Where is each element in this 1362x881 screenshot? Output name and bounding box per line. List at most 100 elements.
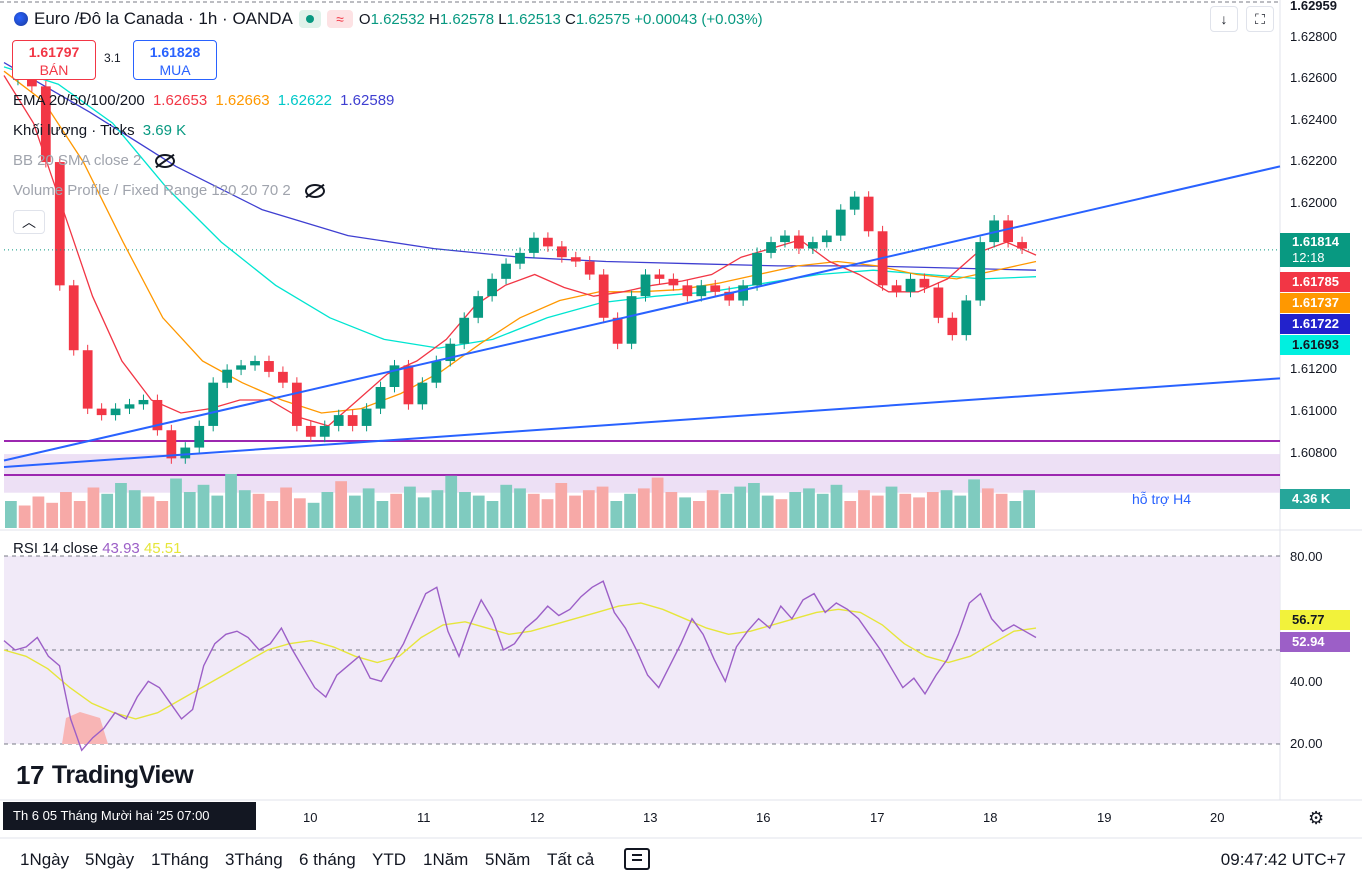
candle-body (264, 361, 274, 372)
volume-bar (87, 487, 100, 528)
hidden-eye-icon[interactable] (155, 154, 176, 169)
price-axis-label: 1.60800 (1290, 445, 1337, 460)
volume-bar (926, 492, 939, 528)
volume-bar (183, 492, 196, 528)
sell-button[interactable]: 1.61797 BÁN (12, 40, 96, 80)
candle-body (724, 291, 735, 301)
change-value: +0.00043 (+0.03%) (634, 10, 763, 28)
candle-body (947, 317, 958, 336)
volume-bar (197, 484, 210, 528)
candle-body (612, 317, 623, 344)
symbol-title[interactable]: Euro /Đô la Canada · 1h · OANDA (34, 9, 293, 28)
hidden-eye-icon[interactable] (304, 184, 325, 199)
buy-button[interactable]: 1.61828 MUA (133, 40, 217, 80)
candle-body (431, 361, 442, 383)
download-icon[interactable]: ↓ (1210, 6, 1238, 32)
rsi-band (4, 556, 1280, 744)
wave-indicator-icon[interactable]: ≈ (326, 10, 353, 28)
settings-gear-icon[interactable]: ⚙ (1308, 808, 1325, 828)
volume-bar (706, 490, 719, 528)
tradingview-logo[interactable]: 17 TradingView (16, 760, 194, 791)
volume-profile-legend[interactable]: Volume Profile / Fixed Range 120 20 70 2 (13, 182, 329, 199)
fullscreen-icon[interactable]: ⛶ (1246, 6, 1274, 32)
candle-body (27, 75, 37, 87)
ema50-value: 1.62663 (215, 92, 270, 109)
candle-body (682, 285, 693, 297)
volume-bar (46, 502, 59, 528)
candle-body (752, 252, 762, 286)
volume-bar (954, 495, 967, 528)
volume-bar (390, 493, 403, 528)
time-axis-label: 18 (983, 810, 998, 825)
high-label: H (428, 10, 440, 28)
rsi-value: 43.93 (102, 540, 140, 557)
candle-body (919, 278, 930, 288)
candle-body (501, 263, 511, 279)
candle-body (138, 399, 149, 405)
range-button[interactable]: 1Năm (423, 850, 469, 869)
range-button[interactable]: YTD (372, 850, 406, 869)
vp-label: Volume Profile / Fixed Range 120 20 70 2 (13, 182, 291, 199)
candle-body (417, 382, 428, 405)
range-button[interactable]: 1Ngày (20, 850, 70, 869)
volume-bar (101, 493, 114, 528)
volume-bar (307, 502, 320, 528)
clock-timezone[interactable]: 09:47:42 UTC+7 (1220, 850, 1346, 869)
range-button[interactable]: 3Tháng (225, 850, 283, 869)
date-range-calendar-icon[interactable] (624, 848, 650, 870)
rsi-label: RSI 14 close (13, 540, 99, 557)
candle-body (305, 425, 316, 437)
candle-body (459, 317, 470, 344)
spread-value: 3.1 (104, 51, 121, 65)
candle-body (668, 278, 679, 286)
price-axis-label: 1.62959 (1290, 0, 1337, 13)
volume-bar (775, 499, 788, 528)
candle-body (640, 274, 651, 297)
candle-body (598, 274, 609, 318)
rsi-ma-value: 45.51 (143, 540, 182, 557)
buy-label: MUA (159, 62, 191, 78)
candle-body (166, 430, 177, 459)
candle-body (696, 285, 707, 297)
currency-flag-icon (14, 12, 28, 26)
candle-body (124, 404, 135, 409)
volume-bar (1009, 501, 1022, 528)
candle-body (82, 350, 93, 409)
volume-bar (32, 496, 45, 528)
volume-bar (1023, 490, 1035, 528)
candle-body (375, 386, 386, 409)
volume-bar (844, 501, 857, 528)
bb-legend[interactable]: BB 20 SMA close 2 (13, 152, 179, 169)
candle-body (40, 86, 51, 163)
ema100-tag: 1.61693 (1280, 335, 1350, 355)
time-axis-label: 13 (643, 810, 658, 825)
bar-countdown: 12:18 (1292, 250, 1325, 265)
volume-bar (486, 501, 499, 528)
candle-body (863, 196, 874, 232)
ema-label: EMA 20/50/100/200 (13, 92, 145, 109)
market-open-icon[interactable] (298, 10, 321, 28)
volume-bar (803, 488, 815, 528)
candle-body (152, 399, 163, 431)
rsi-ma-tag: 56.77 (1280, 610, 1350, 630)
low-value: 1.62513 (506, 10, 561, 28)
range-button[interactable]: 5Ngày (85, 850, 135, 869)
candle-body (487, 278, 497, 297)
ema20-value: 1.62653 (152, 92, 208, 109)
volume-legend[interactable]: Khối lượng · Ticks 3.69 K (13, 122, 190, 139)
volume-bar (981, 488, 994, 528)
collapse-legend-button[interactable]: ︿ (13, 210, 45, 234)
candle-body (1003, 220, 1013, 243)
range-button[interactable]: Tất cả (547, 850, 595, 869)
range-button[interactable]: 1Tháng (151, 850, 209, 869)
candle-body (473, 296, 484, 318)
ema-legend[interactable]: EMA 20/50/100/200 1.62653 1.62663 1.6262… (13, 92, 398, 109)
range-button[interactable]: 5Năm (485, 850, 531, 869)
rsi-legend[interactable]: RSI 14 close 43.93 45.51 (13, 540, 181, 557)
volume-bar (362, 488, 375, 528)
volume-bar (404, 486, 416, 528)
volume-bar (748, 483, 760, 528)
volume-bar (555, 483, 568, 528)
range-button[interactable]: 6 tháng (299, 850, 356, 869)
